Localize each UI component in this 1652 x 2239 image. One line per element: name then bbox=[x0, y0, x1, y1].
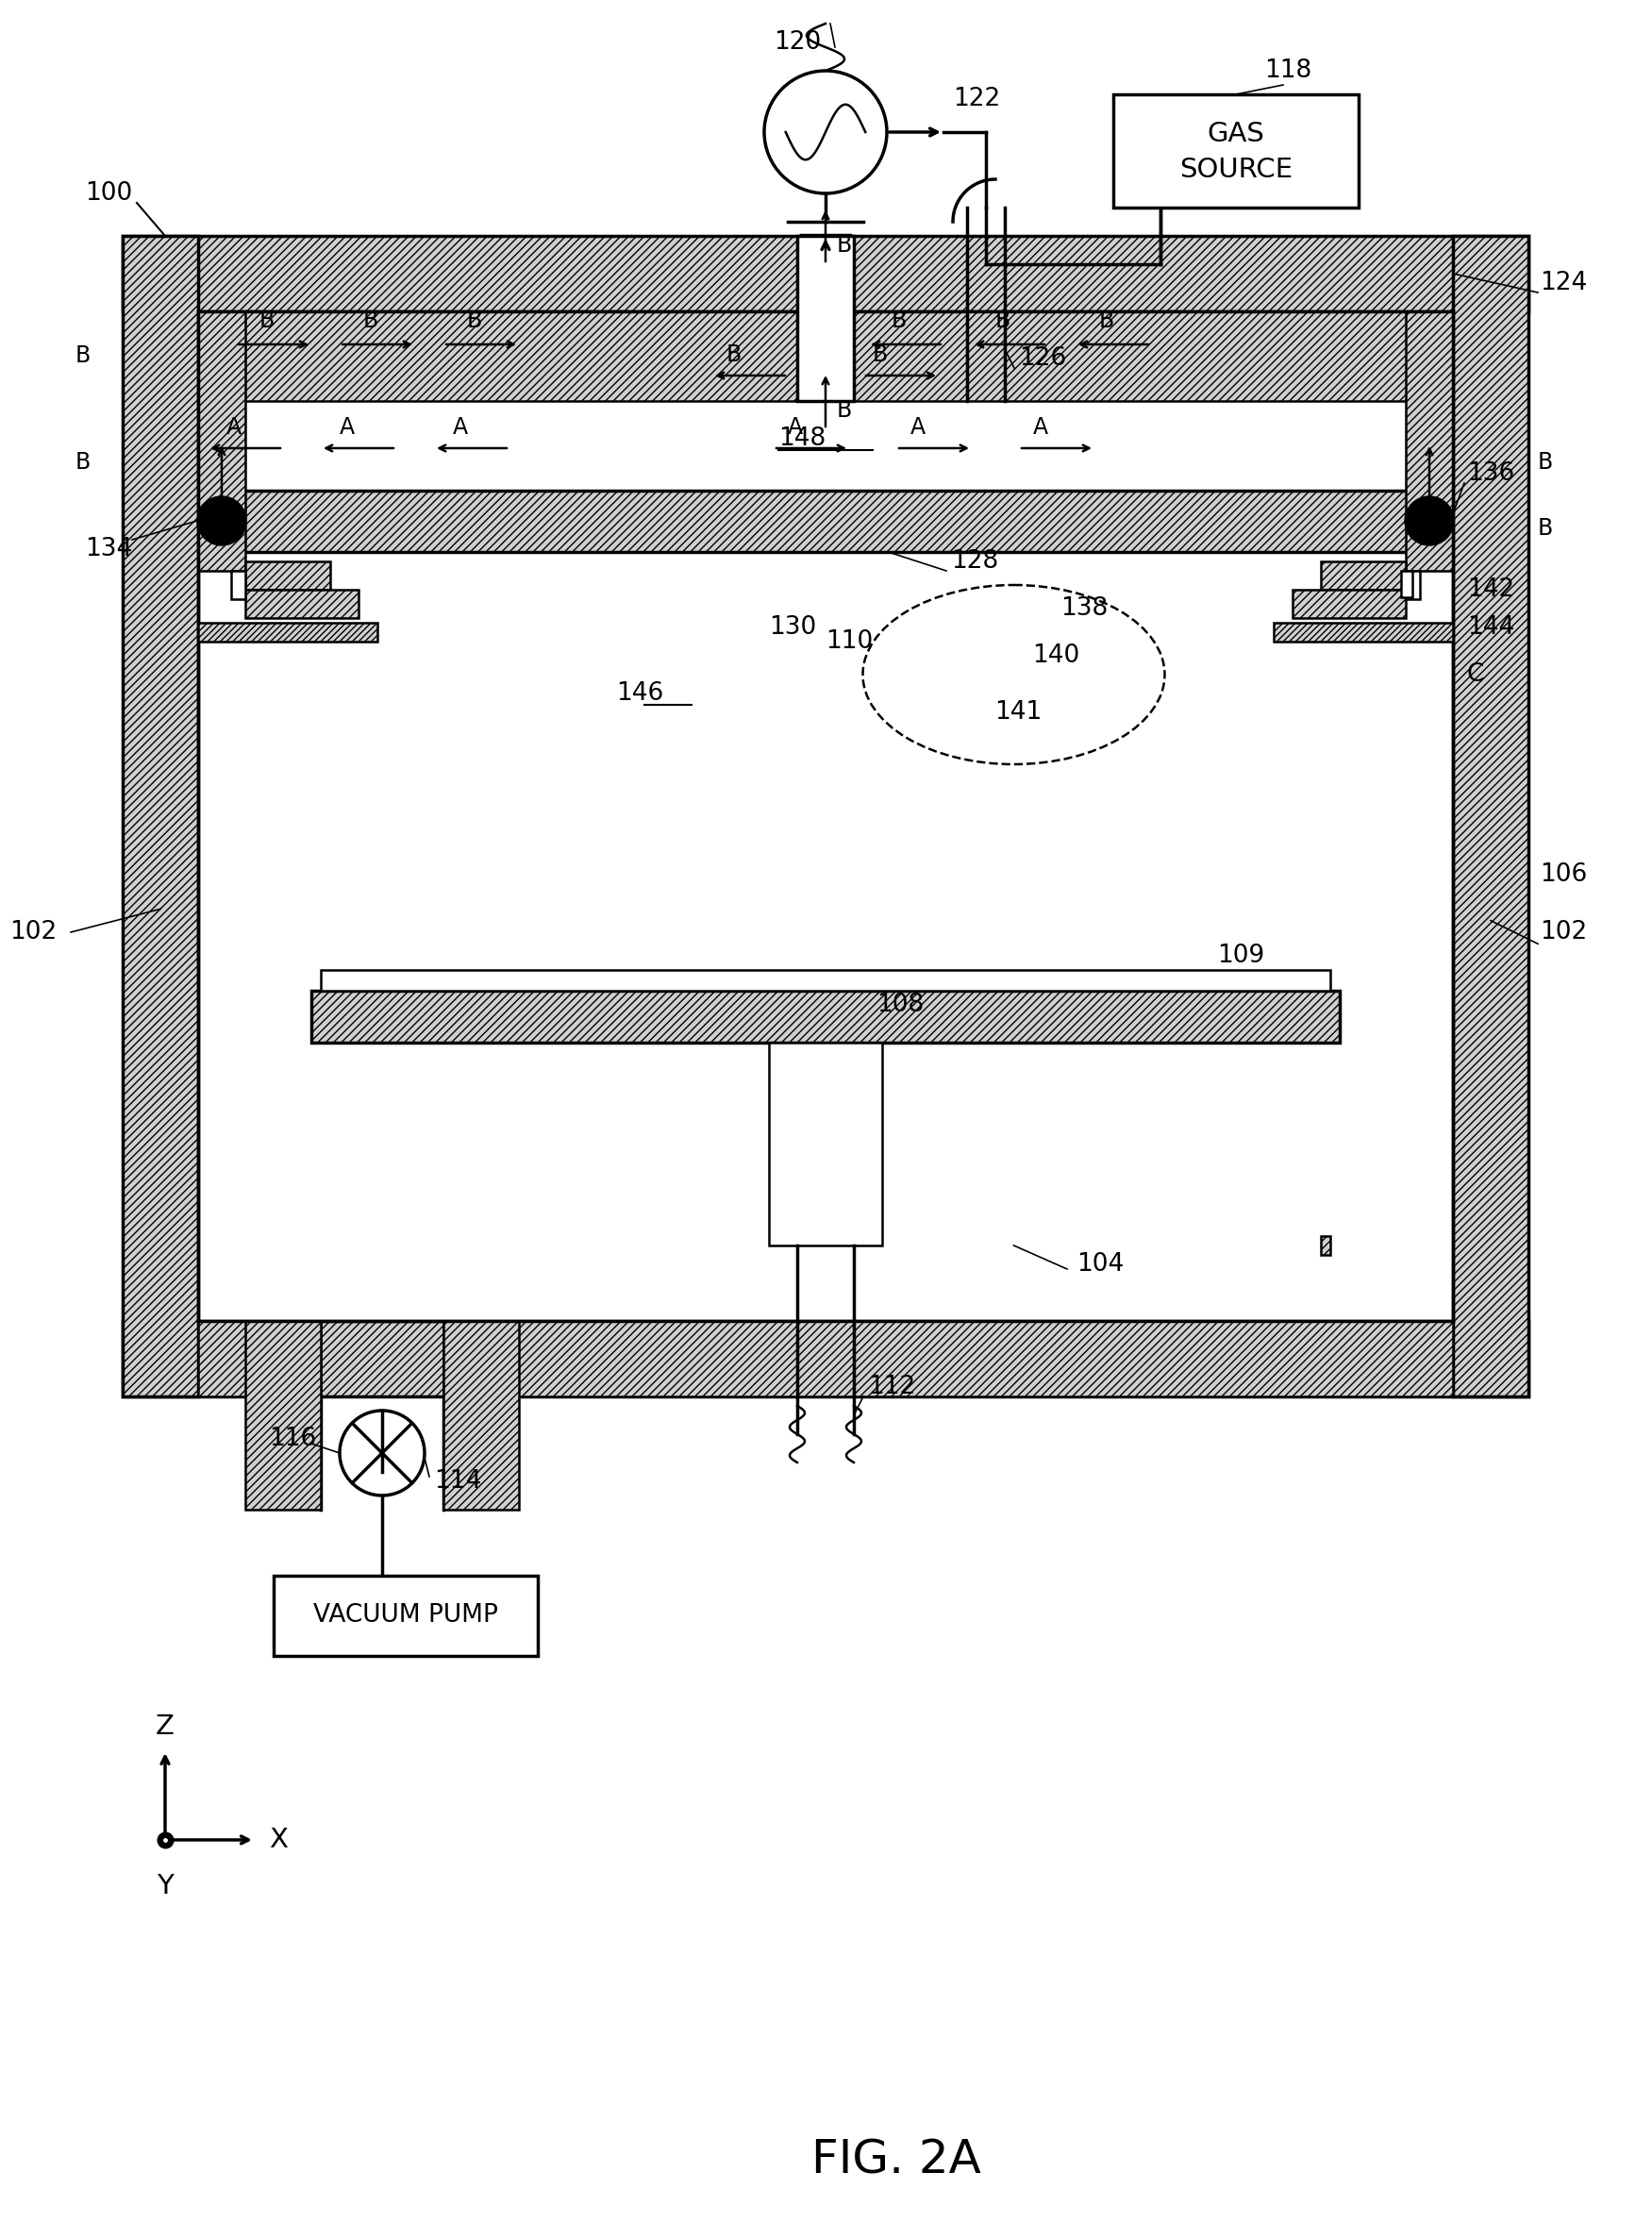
Circle shape bbox=[1404, 497, 1454, 546]
Text: A: A bbox=[1032, 416, 1049, 439]
Bar bbox=[122, 235, 198, 1397]
Text: 136: 136 bbox=[1467, 461, 1515, 486]
Bar bbox=[1274, 622, 1452, 643]
Bar bbox=[443, 1321, 519, 1509]
Text: 141: 141 bbox=[995, 701, 1042, 725]
Text: 100: 100 bbox=[84, 181, 132, 206]
Bar bbox=[198, 311, 1452, 1321]
Text: B: B bbox=[1538, 517, 1553, 540]
Text: B: B bbox=[259, 309, 274, 331]
Bar bbox=[1322, 562, 1406, 589]
Text: 122: 122 bbox=[953, 87, 1001, 112]
Text: 108: 108 bbox=[877, 992, 925, 1017]
Text: FIG. 2A: FIG. 2A bbox=[811, 2138, 981, 2183]
Text: 102: 102 bbox=[10, 920, 56, 945]
Text: 118: 118 bbox=[1264, 58, 1312, 83]
Bar bbox=[1452, 235, 1528, 1397]
Text: 134: 134 bbox=[84, 537, 132, 562]
Bar bbox=[1292, 589, 1406, 618]
Text: 142: 142 bbox=[1467, 578, 1515, 602]
Text: 112: 112 bbox=[867, 1375, 915, 1399]
Text: B: B bbox=[872, 343, 889, 367]
Text: B: B bbox=[76, 345, 91, 367]
Text: 116: 116 bbox=[269, 1426, 316, 1451]
Text: A: A bbox=[453, 416, 468, 439]
Text: B: B bbox=[468, 309, 482, 331]
Bar bbox=[122, 235, 1528, 311]
Text: B: B bbox=[996, 309, 1011, 331]
Bar bbox=[1406, 571, 1421, 600]
Bar bbox=[274, 1576, 539, 1657]
Bar bbox=[768, 1043, 882, 1245]
Bar bbox=[320, 969, 1330, 990]
Bar bbox=[231, 571, 244, 600]
Text: 102: 102 bbox=[1540, 920, 1588, 945]
Text: 144: 144 bbox=[1467, 616, 1515, 640]
Circle shape bbox=[197, 497, 246, 546]
Text: 126: 126 bbox=[1019, 347, 1066, 372]
Bar bbox=[244, 311, 1345, 401]
Text: 120: 120 bbox=[773, 29, 821, 54]
Text: 109: 109 bbox=[1218, 943, 1264, 967]
Text: 104: 104 bbox=[1077, 1252, 1123, 1276]
Bar bbox=[244, 562, 330, 589]
Text: 106: 106 bbox=[1540, 862, 1588, 887]
Text: 124: 124 bbox=[1540, 271, 1588, 296]
Bar bbox=[122, 1321, 1528, 1397]
Text: A: A bbox=[340, 416, 355, 439]
Text: 114: 114 bbox=[434, 1469, 481, 1493]
Bar bbox=[1406, 311, 1452, 571]
Text: B: B bbox=[727, 343, 742, 367]
Bar bbox=[311, 990, 1340, 1043]
Text: B: B bbox=[892, 309, 907, 331]
Bar bbox=[198, 1321, 320, 1397]
Text: X: X bbox=[269, 1827, 287, 1854]
Text: 140: 140 bbox=[1032, 643, 1080, 667]
Text: 130: 130 bbox=[768, 616, 816, 640]
Bar bbox=[198, 622, 377, 643]
Text: B: B bbox=[1099, 309, 1115, 331]
Bar bbox=[798, 235, 854, 401]
Bar bbox=[1113, 94, 1358, 208]
Text: VACUUM PUMP: VACUUM PUMP bbox=[314, 1603, 499, 1628]
Bar bbox=[244, 589, 358, 618]
Bar bbox=[443, 1321, 1452, 1397]
Text: 148: 148 bbox=[778, 425, 826, 450]
Text: B: B bbox=[1538, 450, 1553, 475]
Bar bbox=[198, 311, 798, 401]
Bar bbox=[1401, 571, 1412, 598]
Text: 110: 110 bbox=[826, 629, 872, 654]
Text: A: A bbox=[226, 416, 241, 439]
Text: A: A bbox=[910, 416, 925, 439]
Text: Z: Z bbox=[155, 1713, 175, 1740]
Text: A: A bbox=[788, 416, 803, 439]
Bar bbox=[854, 311, 1406, 401]
Bar bbox=[1322, 1236, 1330, 1254]
Text: Y: Y bbox=[157, 1872, 173, 1899]
Text: B: B bbox=[838, 399, 852, 421]
Text: 128: 128 bbox=[952, 549, 998, 573]
Text: 138: 138 bbox=[1061, 596, 1108, 620]
Text: B: B bbox=[363, 309, 378, 331]
Bar bbox=[236, 490, 1416, 553]
Text: B: B bbox=[838, 235, 852, 257]
Text: B: B bbox=[76, 450, 91, 475]
Text: 146: 146 bbox=[616, 681, 664, 705]
Text: C: C bbox=[1467, 663, 1485, 687]
Bar bbox=[854, 311, 1452, 401]
Bar bbox=[244, 1321, 320, 1509]
Text: GAS: GAS bbox=[1208, 121, 1265, 148]
Text: SOURCE: SOURCE bbox=[1180, 157, 1292, 184]
Bar bbox=[198, 311, 244, 571]
